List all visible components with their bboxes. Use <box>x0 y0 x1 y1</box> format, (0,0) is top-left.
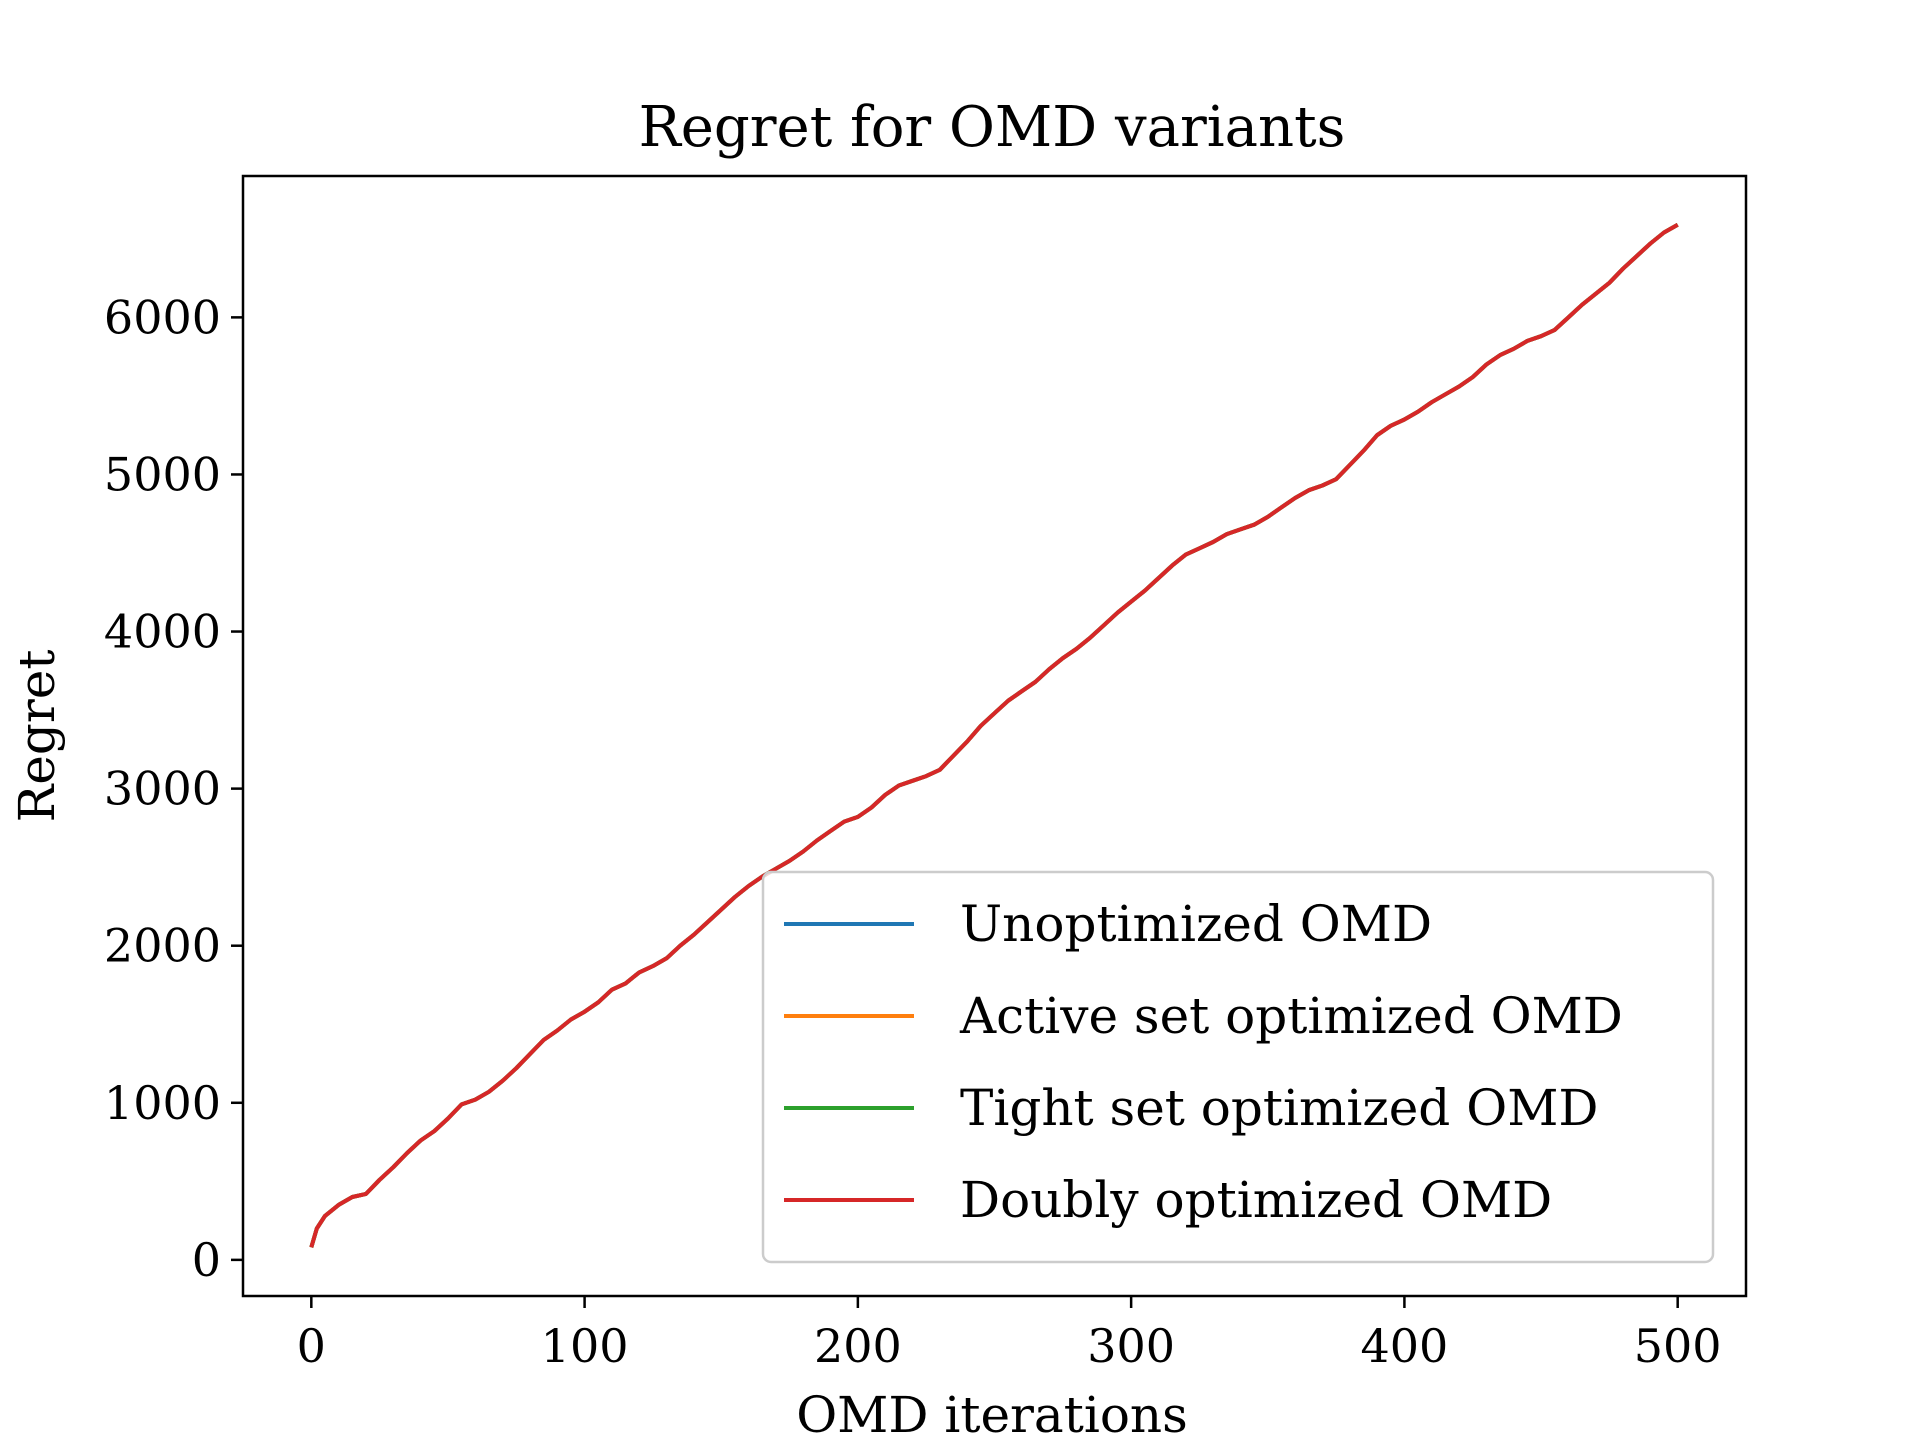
y-tick-label: 5000 <box>104 447 221 501</box>
y-tick-label: 0 <box>192 1233 221 1287</box>
y-tick-label: 4000 <box>104 605 221 659</box>
y-tick-label: 2000 <box>104 919 221 973</box>
chart-title: Regret for OMD variants <box>639 95 1346 160</box>
y-axis-label: Regret <box>8 650 66 823</box>
x-tick-label: 500 <box>1634 1319 1722 1373</box>
y-tick-label: 6000 <box>104 290 221 344</box>
x-tick-label: 0 <box>297 1319 326 1373</box>
series-line-4 <box>309 222 1679 1248</box>
legend-label: Unoptimized OMD <box>960 895 1432 953</box>
x-tick-label: 400 <box>1361 1319 1449 1373</box>
legend: Unoptimized OMD Active set optimized OMD T… <box>761 870 1715 1264</box>
x-axis-ticks: 0 100 200 300 400 500 <box>297 1296 1722 1373</box>
y-axis-ticks: 0 1000 2000 3000 4000 5000 6000 <box>104 290 243 1287</box>
legend-label: Active set optimized OMD <box>959 987 1623 1045</box>
x-tick-label: 300 <box>1087 1319 1175 1373</box>
y-tick-label: 3000 <box>104 762 221 816</box>
x-axis-label: OMD iterations <box>796 1386 1188 1440</box>
plot-frame <box>241 174 1748 1298</box>
y-tick-label: 1000 <box>104 1076 221 1130</box>
x-tick-label: 200 <box>814 1319 902 1373</box>
legend-box <box>761 870 1715 1264</box>
x-tick-label: 100 <box>541 1319 629 1373</box>
legend-label: Doubly optimized OMD <box>960 1171 1552 1229</box>
series-layer <box>309 222 1679 1248</box>
legend-label: Tight set optimized OMD <box>960 1079 1598 1137</box>
